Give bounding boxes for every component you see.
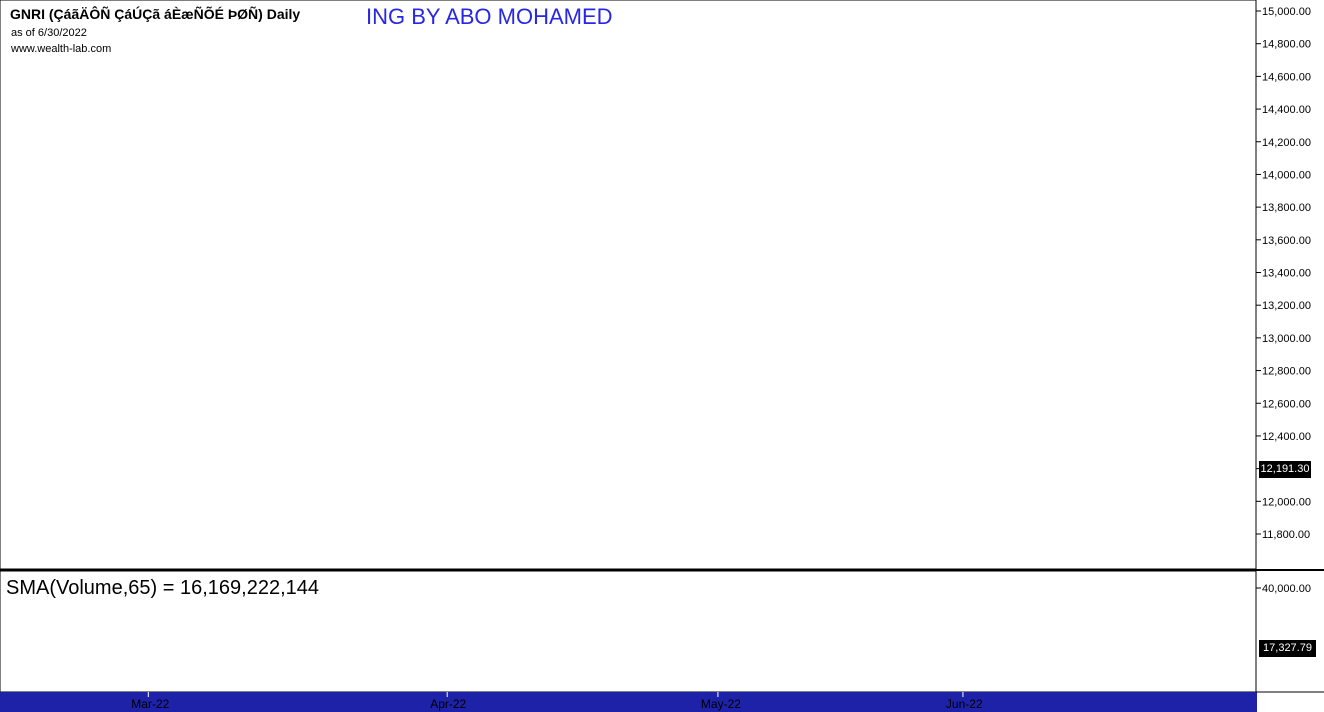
- price-tick-label: 14,200.00: [1262, 137, 1311, 149]
- price-tick-label: 12,400.00: [1262, 431, 1311, 443]
- price-tick-label: 13,000.00: [1262, 333, 1311, 345]
- date-tick-label: Jun-22: [946, 697, 983, 711]
- price-tick-label: 14,000.00: [1262, 169, 1311, 181]
- last-volume-tag: 17,327.79: [1259, 640, 1316, 657]
- volume-sma-label: SMA(Volume,65) = 16,169,222,144: [6, 577, 319, 599]
- as-of-date: as of 6/30/2022: [11, 27, 87, 39]
- price-tick-label: 14,400.00: [1262, 104, 1311, 116]
- date-axis-corner: [1257, 692, 1324, 712]
- price-tick-label: 12,600.00: [1262, 398, 1311, 410]
- chart-caption: ING BY ABO MOHAMED: [366, 4, 613, 29]
- date-tick-label: May-22: [701, 697, 741, 711]
- price-tick-label: 12,800.00: [1262, 366, 1311, 378]
- price-tick-label: 13,800.00: [1262, 202, 1311, 214]
- date-tick-label: Apr-22: [430, 697, 466, 711]
- price-tick-label: 13,200.00: [1262, 300, 1311, 312]
- price-tick-label: 14,800.00: [1262, 39, 1311, 51]
- price-panel-frame: [0, 0, 1257, 570]
- price-tick-label: 12,000.00: [1262, 496, 1311, 508]
- price-tick-label: 13,600.00: [1262, 235, 1311, 247]
- last-price-tag: 12,191.30: [1259, 461, 1311, 478]
- price-tick-label: 14,600.00: [1262, 71, 1311, 83]
- date-axis-bar: [0, 692, 1324, 712]
- source-site: www.wealth-lab.com: [11, 43, 112, 55]
- chart-title: GNRI (ÇáãÄÔÑ ÇáÚÇã áÈæÑÕÉ ÞØÑ) Daily: [10, 6, 301, 22]
- volume-tick-label: 40,000.00: [1262, 583, 1311, 595]
- date-tick-label: Mar-22: [131, 697, 169, 711]
- price-tick-label: 11,800.00: [1262, 529, 1310, 541]
- volume-panel-frame: [0, 570, 1257, 693]
- price-tick-label: 15,000.00: [1262, 6, 1311, 18]
- price-tick-label: 13,400.00: [1262, 268, 1311, 280]
